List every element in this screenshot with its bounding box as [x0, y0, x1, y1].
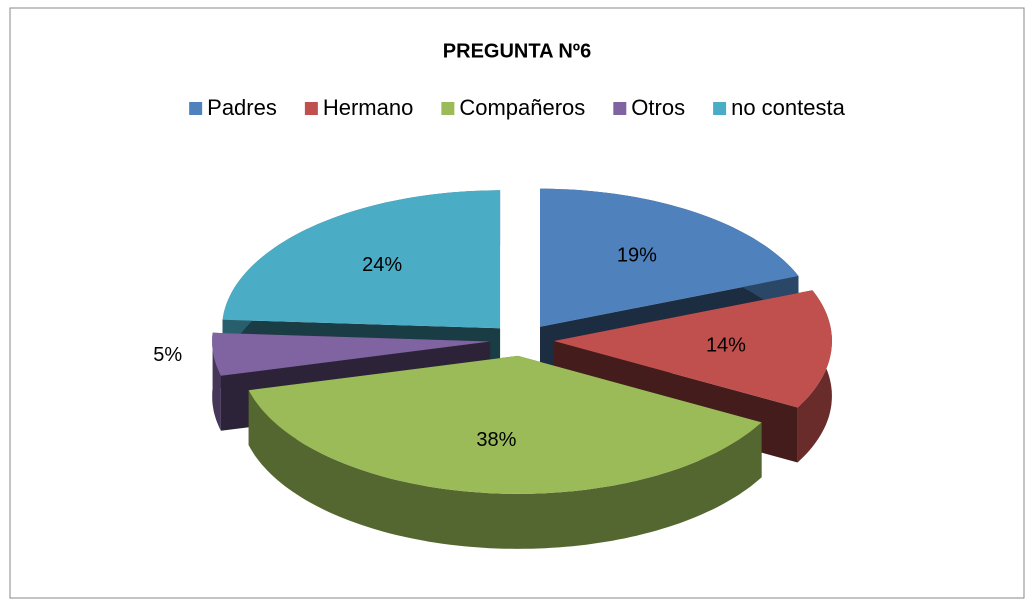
slice [553, 290, 832, 408]
slice [222, 190, 501, 329]
slice [248, 355, 762, 494]
legend-swatch [304, 102, 318, 115]
legend-swatch [441, 102, 455, 115]
legend-item: Padres [189, 95, 277, 120]
legend-label: Otros [631, 95, 685, 120]
slice-side [248, 390, 762, 549]
legend: Padres Hermano Compañeros Otros no contesta [189, 95, 846, 120]
data-label: 5% [153, 344, 182, 366]
legend-label: Hermano [323, 95, 413, 120]
data-label: 19% [617, 244, 657, 266]
slice [212, 332, 491, 376]
data-label: 14% [706, 335, 746, 357]
chart-title: PREGUNTA Nº6 [443, 40, 591, 62]
legend-swatch [189, 102, 203, 115]
legend-label: no contesta [731, 95, 846, 120]
legend-label: Compañeros [459, 95, 585, 120]
legend-swatch [713, 102, 727, 115]
data-label: 24% [362, 254, 402, 276]
legend-item: Otros [613, 95, 685, 120]
legend-item: Compañeros [441, 95, 585, 120]
legend-label: Padres [207, 95, 277, 120]
slice-side [212, 332, 221, 431]
legend-swatch [613, 102, 627, 115]
legend-item: Hermano [304, 95, 413, 120]
legend-item: no contesta [713, 95, 846, 120]
data-label: 38% [476, 429, 516, 451]
pie: 19% 14% 38% 5% 24% [153, 188, 832, 549]
slice [540, 188, 799, 327]
